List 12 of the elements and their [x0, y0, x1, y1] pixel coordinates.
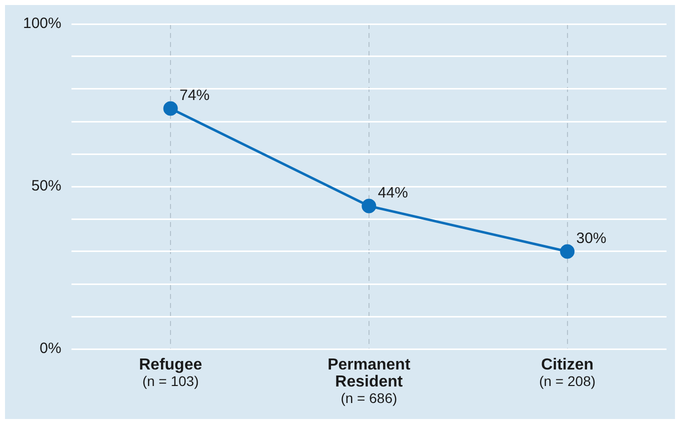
data-label: 30% — [576, 230, 606, 248]
x-tick-label: Refugee (n = 103) — [138, 356, 202, 389]
y-tick-label: 50% — [31, 178, 62, 195]
data-label: 44% — [378, 184, 408, 202]
data-label: 74% — [180, 87, 210, 104]
y-tick-label: 0% — [40, 340, 62, 358]
x-tick-label: Citizen (n = 208) — [539, 356, 596, 389]
point — [163, 101, 178, 116]
y-tick-label: 100% — [22, 15, 62, 32]
point — [362, 198, 376, 214]
x-tick-label: Permanent Resident (n = 686) — [328, 356, 411, 406]
point — [560, 244, 575, 259]
